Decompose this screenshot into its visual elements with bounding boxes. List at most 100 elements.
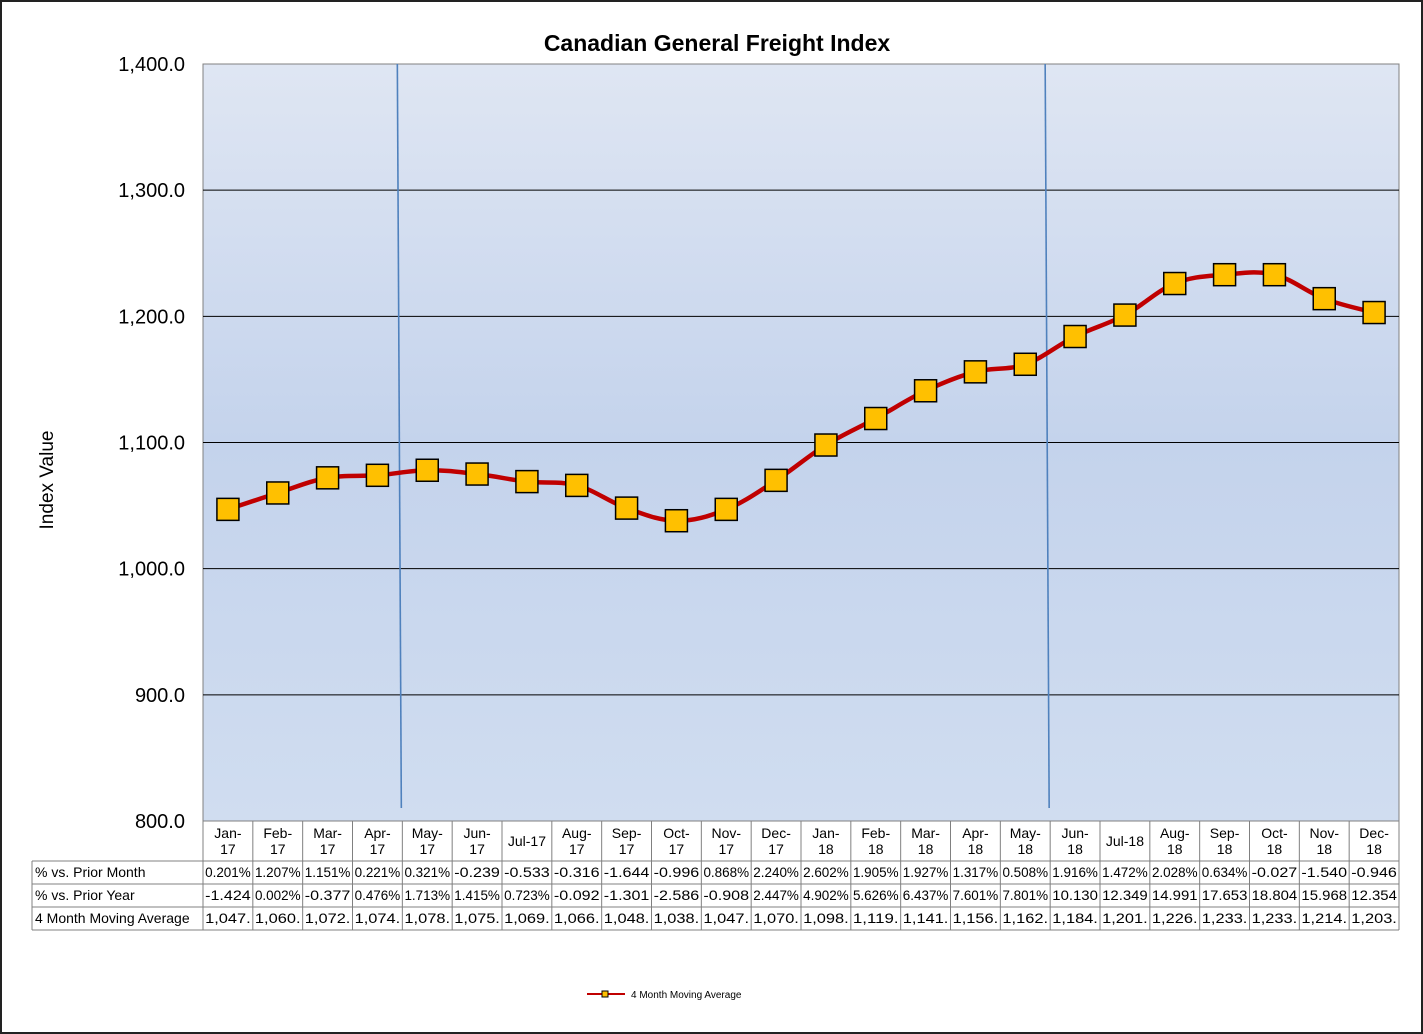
x-tick-label: 18 (918, 841, 934, 857)
x-tick-label: Jul-17 (508, 833, 546, 849)
table-cell: 1,038. (654, 910, 700, 926)
x-tick-label: 17 (419, 841, 435, 857)
data-point-marker (1362, 300, 1386, 325)
x-tick-label: Dec- (761, 825, 791, 841)
table-cell: 15.968 (1301, 887, 1347, 903)
table-cell: 1,048. (604, 910, 650, 926)
x-tick-label: Apr- (364, 825, 391, 841)
x-tick-label: 17 (320, 841, 336, 857)
table-cell: 1,069. (504, 910, 550, 926)
table-cell: 1,162. (1002, 910, 1048, 926)
y-tick-label: 1,300.0 (118, 180, 185, 202)
x-tick-label: 17 (669, 841, 685, 857)
data-point-marker (714, 497, 738, 522)
table-cell: 10.130 (1052, 887, 1098, 903)
data-point-marker (664, 508, 689, 533)
table-cell: 0.002% (255, 887, 301, 903)
table-cell: 6.437% (903, 887, 949, 903)
x-tick-label: 17 (469, 841, 485, 857)
table-cell: -1.424 (205, 887, 251, 903)
legend: 4 Month Moving Average (587, 990, 742, 1001)
x-tick-label: Sep- (612, 825, 642, 841)
table-cell: -0.377 (305, 887, 351, 903)
table-cell: 2.602% (803, 864, 849, 880)
x-tick-label: Mar- (313, 825, 342, 841)
x-tick-label: 18 (1217, 841, 1233, 857)
x-tick-label: 17 (370, 841, 386, 857)
x-tick-label: 18 (868, 841, 884, 857)
table-cell: 1,184. (1052, 910, 1098, 926)
y-tick-label: 800.0 (135, 811, 185, 833)
data-point-marker (315, 466, 340, 490)
x-tick-label: 18 (1167, 841, 1183, 857)
x-tick-label: Dec- (1359, 825, 1389, 841)
data-point-marker (515, 469, 539, 494)
data-point-marker (1063, 324, 1087, 349)
table-cell: 1,214. (1301, 910, 1347, 926)
table-cell: 1,203. (1351, 910, 1397, 926)
data-point-marker (216, 497, 240, 522)
table-cell: 1,047. (703, 910, 749, 926)
table-row-label: 4 Month Moving Average (35, 910, 190, 926)
data-point-marker (1262, 262, 1287, 287)
table-cell: -2.586 (654, 887, 700, 903)
table-cell: 1,226. (1152, 910, 1198, 926)
x-tick-label: Apr- (962, 825, 989, 841)
table-cell: 1.916% (1052, 864, 1098, 880)
x-tick-label: Jan- (214, 825, 242, 841)
table-cell: 1.713% (404, 887, 450, 903)
table-cell: -0.996 (654, 864, 700, 880)
table-cell: 1.905% (853, 864, 899, 880)
table-cell: 1,201. (1102, 910, 1148, 926)
table-cell: 2.028% (1152, 864, 1198, 880)
table-cell: 5.626% (853, 887, 899, 903)
table-cell: 0.321% (404, 864, 450, 880)
table-cell: -0.533 (504, 864, 550, 880)
y-axis-label: Index Value (37, 431, 58, 530)
x-tick-label: 17 (270, 841, 286, 857)
x-tick-label: Nov- (1309, 825, 1339, 841)
data-point-marker (1163, 271, 1187, 296)
x-tick-label: Jul-18 (1106, 833, 1144, 849)
x-tick-label: Feb- (263, 825, 292, 841)
chart-title: Canadian General Freight Index (544, 30, 891, 56)
table-cell: -0.908 (703, 887, 749, 903)
data-point-marker (415, 458, 439, 483)
table-cell: 1.151% (305, 864, 351, 880)
table-cell: 1.207% (255, 864, 301, 880)
x-tick-label: Aug- (1160, 825, 1190, 841)
data-point-marker (465, 462, 489, 486)
table-cell: 4.902% (803, 887, 849, 903)
x-tick-label: 17 (220, 841, 236, 857)
x-tick-label: 18 (1366, 841, 1382, 857)
x-tick-label: Mar- (911, 825, 940, 841)
table-cell: -1.540 (1301, 864, 1347, 880)
table-cell: 1,074. (355, 910, 401, 926)
x-tick-label: Aug- (562, 825, 592, 841)
data-table: % vs. Prior Month 0.201% 1.207% 1.151% 0.221… (31, 821, 1400, 931)
vertical-marker-line (1044, 63, 1050, 809)
x-tick-label: Jan- (812, 825, 840, 841)
x-tick-label: Sep- (1210, 825, 1240, 841)
x-tick-label: 18 (1316, 841, 1332, 857)
table-cell: 1.415% (454, 887, 500, 903)
x-tick-label: May- (412, 825, 443, 841)
table-cell: -0.027 (1252, 864, 1298, 880)
table-cell: 1,156. (953, 910, 999, 926)
table-cell: 18.804 (1252, 887, 1298, 903)
legend-label: 4 Month Moving Average (631, 990, 742, 1001)
data-point-marker (764, 468, 788, 493)
table-row-label: % vs. Prior Year (35, 887, 135, 903)
table-row-label: % vs. Prior Month (35, 864, 145, 880)
table-cell: 0.201% (205, 864, 251, 880)
table-cell: 2.240% (753, 864, 799, 880)
data-point-marker (1013, 352, 1037, 377)
x-tick-label: Nov- (711, 825, 741, 841)
data-point-marker (864, 406, 888, 431)
table-cell: 0.634% (1202, 864, 1248, 880)
table-cell: 1.927% (903, 864, 949, 880)
x-tick-label: 18 (968, 841, 984, 857)
table-cell: 1.472% (1102, 864, 1148, 880)
table-cell: 0.868% (703, 864, 749, 880)
